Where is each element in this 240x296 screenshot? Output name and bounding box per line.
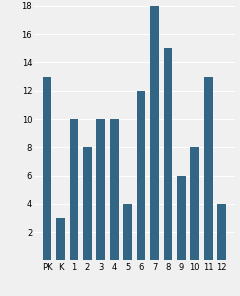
Bar [123,204,132,260]
Bar [110,119,119,260]
Bar [83,147,92,260]
Bar [177,176,186,260]
Bar [150,6,159,260]
Bar [96,119,105,260]
Bar [137,91,145,260]
Bar [164,48,172,260]
Bar [43,77,52,260]
Bar [191,147,199,260]
Bar [56,218,65,260]
Bar [217,204,226,260]
Bar [204,77,213,260]
Bar [70,119,78,260]
